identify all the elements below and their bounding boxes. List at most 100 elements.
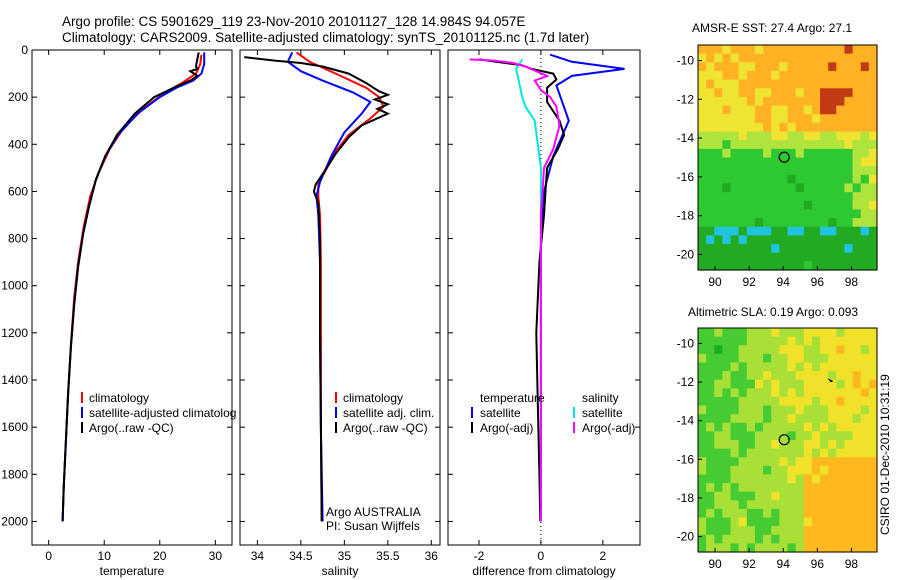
map-cell: [706, 218, 715, 228]
map-cell: [706, 96, 715, 107]
map-cell: [836, 534, 846, 544]
legend-label: temperature: [480, 391, 545, 405]
map-cell: [730, 200, 740, 211]
map-cell: [852, 448, 862, 458]
series-line: [61, 54, 203, 522]
map-cell: [803, 491, 813, 501]
map-cell: [795, 422, 805, 432]
map-cell: [787, 122, 797, 133]
map-cell: [738, 79, 748, 89]
map-cell: [779, 226, 789, 236]
map-cell: [722, 226, 732, 236]
map-cell: [803, 483, 813, 493]
map-cell: [779, 105, 789, 115]
map-cell: [698, 457, 707, 467]
map-cell: [795, 252, 805, 262]
map-cell: [738, 53, 748, 63]
map-cell: [836, 53, 846, 63]
map-cell: [820, 465, 829, 476]
map-cell: [698, 543, 707, 553]
map-cell: [811, 140, 821, 150]
map-cell: [860, 526, 870, 536]
x-tick-label: 30: [209, 549, 223, 563]
map-cell: [811, 131, 821, 141]
map-cell: [828, 244, 837, 254]
map-cell: [820, 183, 829, 193]
map-cell: [754, 457, 764, 467]
map-cell: [714, 431, 724, 441]
map-cell: [820, 371, 829, 381]
map-cell: [746, 244, 756, 254]
map-cell: [722, 96, 732, 107]
map-cell: [771, 508, 780, 519]
map-cell: [746, 396, 756, 407]
map-cell: [714, 105, 724, 115]
map-cell: [771, 414, 780, 424]
map-cell: [779, 388, 789, 398]
map-cell: [844, 328, 854, 338]
map-cell: [868, 517, 878, 527]
map-cell: [828, 345, 837, 355]
map-cell: [787, 114, 797, 124]
map-cell: [795, 166, 805, 176]
map-cell: [852, 336, 862, 346]
map-cell: [795, 244, 805, 254]
map-cell: [820, 396, 829, 407]
map-cell: [860, 405, 870, 415]
map-cell: [754, 131, 764, 141]
map-cell: [730, 218, 740, 228]
map-cell: [754, 218, 764, 228]
map-cell: [787, 508, 797, 519]
map-cell: [795, 474, 805, 484]
map-cell: [698, 122, 707, 133]
map-cell: [714, 543, 724, 553]
map-cell: [698, 345, 707, 355]
map-cell: [820, 526, 829, 536]
map-cell: [714, 88, 724, 98]
map-cell: [722, 422, 732, 432]
map-cell: [820, 235, 829, 245]
map-cell: [803, 166, 813, 176]
map-cell: [722, 157, 732, 167]
map-cell: [730, 105, 740, 115]
map-cell: [714, 79, 724, 89]
map-cell: [722, 526, 732, 536]
map-cell: [860, 53, 870, 63]
map-cell: [714, 148, 724, 159]
legend-label: satellite: [582, 406, 623, 420]
map-cell: [730, 388, 740, 398]
map-cell: [738, 140, 748, 150]
map-cell: [698, 79, 707, 89]
map-cell: [811, 114, 821, 124]
y-tick-label: 1400: [1, 373, 28, 387]
map-cell: [706, 174, 715, 185]
map-cell: [706, 474, 715, 484]
map-cell: [828, 405, 837, 415]
map-cell: [698, 45, 707, 55]
map-cell: [787, 70, 797, 81]
map-cell: [771, 200, 780, 211]
map-cell: [771, 261, 780, 271]
map-cell: [714, 440, 724, 450]
map-cell: [730, 70, 740, 81]
map-cell: [828, 422, 837, 432]
map-cell: [860, 244, 870, 254]
map-cell: [714, 362, 724, 372]
map-cell: [738, 131, 748, 141]
map-cell: [836, 166, 846, 176]
map-cell: [844, 431, 854, 441]
map-cell: [714, 336, 724, 346]
map-cell: [852, 534, 862, 544]
map-cell: [746, 517, 756, 527]
map-cell: [811, 474, 821, 484]
map-cell: [730, 440, 740, 450]
y-tick-label: 2000: [1, 514, 28, 528]
map-cell: [844, 53, 854, 63]
map-cell: [787, 543, 797, 553]
y-tick-label: 1800: [1, 467, 28, 481]
x-tick-label: 10: [98, 549, 112, 563]
map-cell: [738, 422, 748, 432]
map-cell: [811, 500, 821, 510]
map-cell: [820, 336, 829, 346]
map-cell: [714, 422, 724, 432]
